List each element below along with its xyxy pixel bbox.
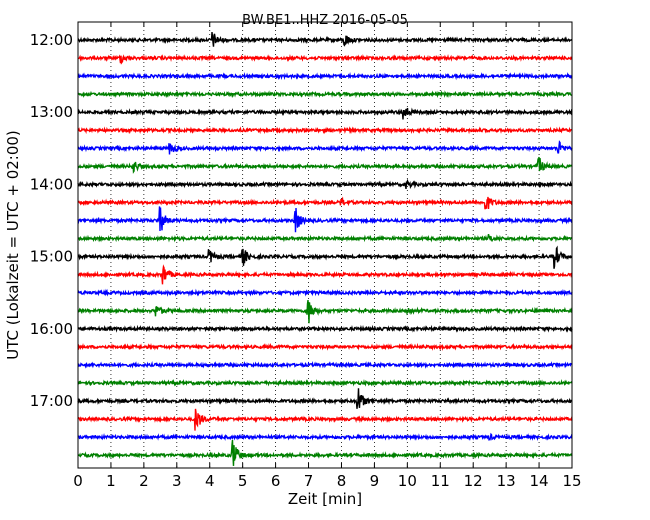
seismic-trace [77,156,573,174]
seismic-trace [77,378,573,387]
seismic-trace [77,54,573,65]
seismic-trace [77,233,573,243]
seismic-trace [77,245,573,269]
seismic-trace [77,90,573,99]
x-tick-label: 3 [172,472,182,490]
seismic-trace [77,324,573,333]
plot-frame [77,21,573,469]
chart-title: BW.BE1..HHZ 2016-05-05 [242,13,408,28]
seismic-trace [77,178,573,189]
x-tick-label: 10 [398,472,417,490]
x-tick-label: 15 [562,472,581,490]
seismic-trace [77,206,573,233]
x-tick-label: 14 [530,472,549,490]
seismic-trace [77,196,573,210]
seismic-trace [77,107,573,120]
y-tick-label: 15:00 [30,248,73,266]
y-tick-label: 16:00 [30,320,73,338]
trace-group [77,31,573,466]
x-tick-label: 1 [106,472,116,490]
x-tick-label: 4 [205,472,215,490]
seismic-trace [77,71,573,81]
seismic-trace [77,408,573,431]
y-tick-label: 13:00 [30,103,73,121]
seismic-trace [77,299,573,324]
seismic-trace [77,140,573,155]
seismic-trace [77,360,573,369]
x-axis-label: Zeit [min] [288,490,362,508]
x-axis-ticks: 0 1 2 3 4 5 6 7 8 9 10 11 12 13 14 15 [73,22,582,490]
seismic-trace [77,439,573,466]
x-tick-label: 11 [431,472,450,490]
x-tick-label: 5 [238,472,248,490]
seismic-trace [77,388,573,409]
x-tick-label: 0 [73,472,83,490]
y-axis-ticks: 12:00 13:00 14:00 15:00 16:00 17:00 [30,31,572,410]
x-tick-label: 7 [304,472,314,490]
y-tick-label: 14:00 [30,175,73,193]
y-axis-label: UTC (Lokalzeit = UTC + 02:00) [4,130,22,360]
x-tick-label: 12 [464,472,483,490]
seismic-trace [77,264,573,285]
y-tick-label: 12:00 [30,31,73,49]
x-tick-label: 9 [370,472,380,490]
seismic-trace [77,432,573,442]
seismic-trace [77,288,573,297]
x-tick-label: 2 [139,472,149,490]
x-tick-label: 13 [497,472,516,490]
y-tick-label: 17:00 [30,392,73,410]
x-tick-label: 6 [271,472,281,490]
x-tick-label: 8 [337,472,347,490]
seismic-trace [77,31,573,47]
seismic-trace [77,342,573,351]
seismic-trace [77,126,573,135]
